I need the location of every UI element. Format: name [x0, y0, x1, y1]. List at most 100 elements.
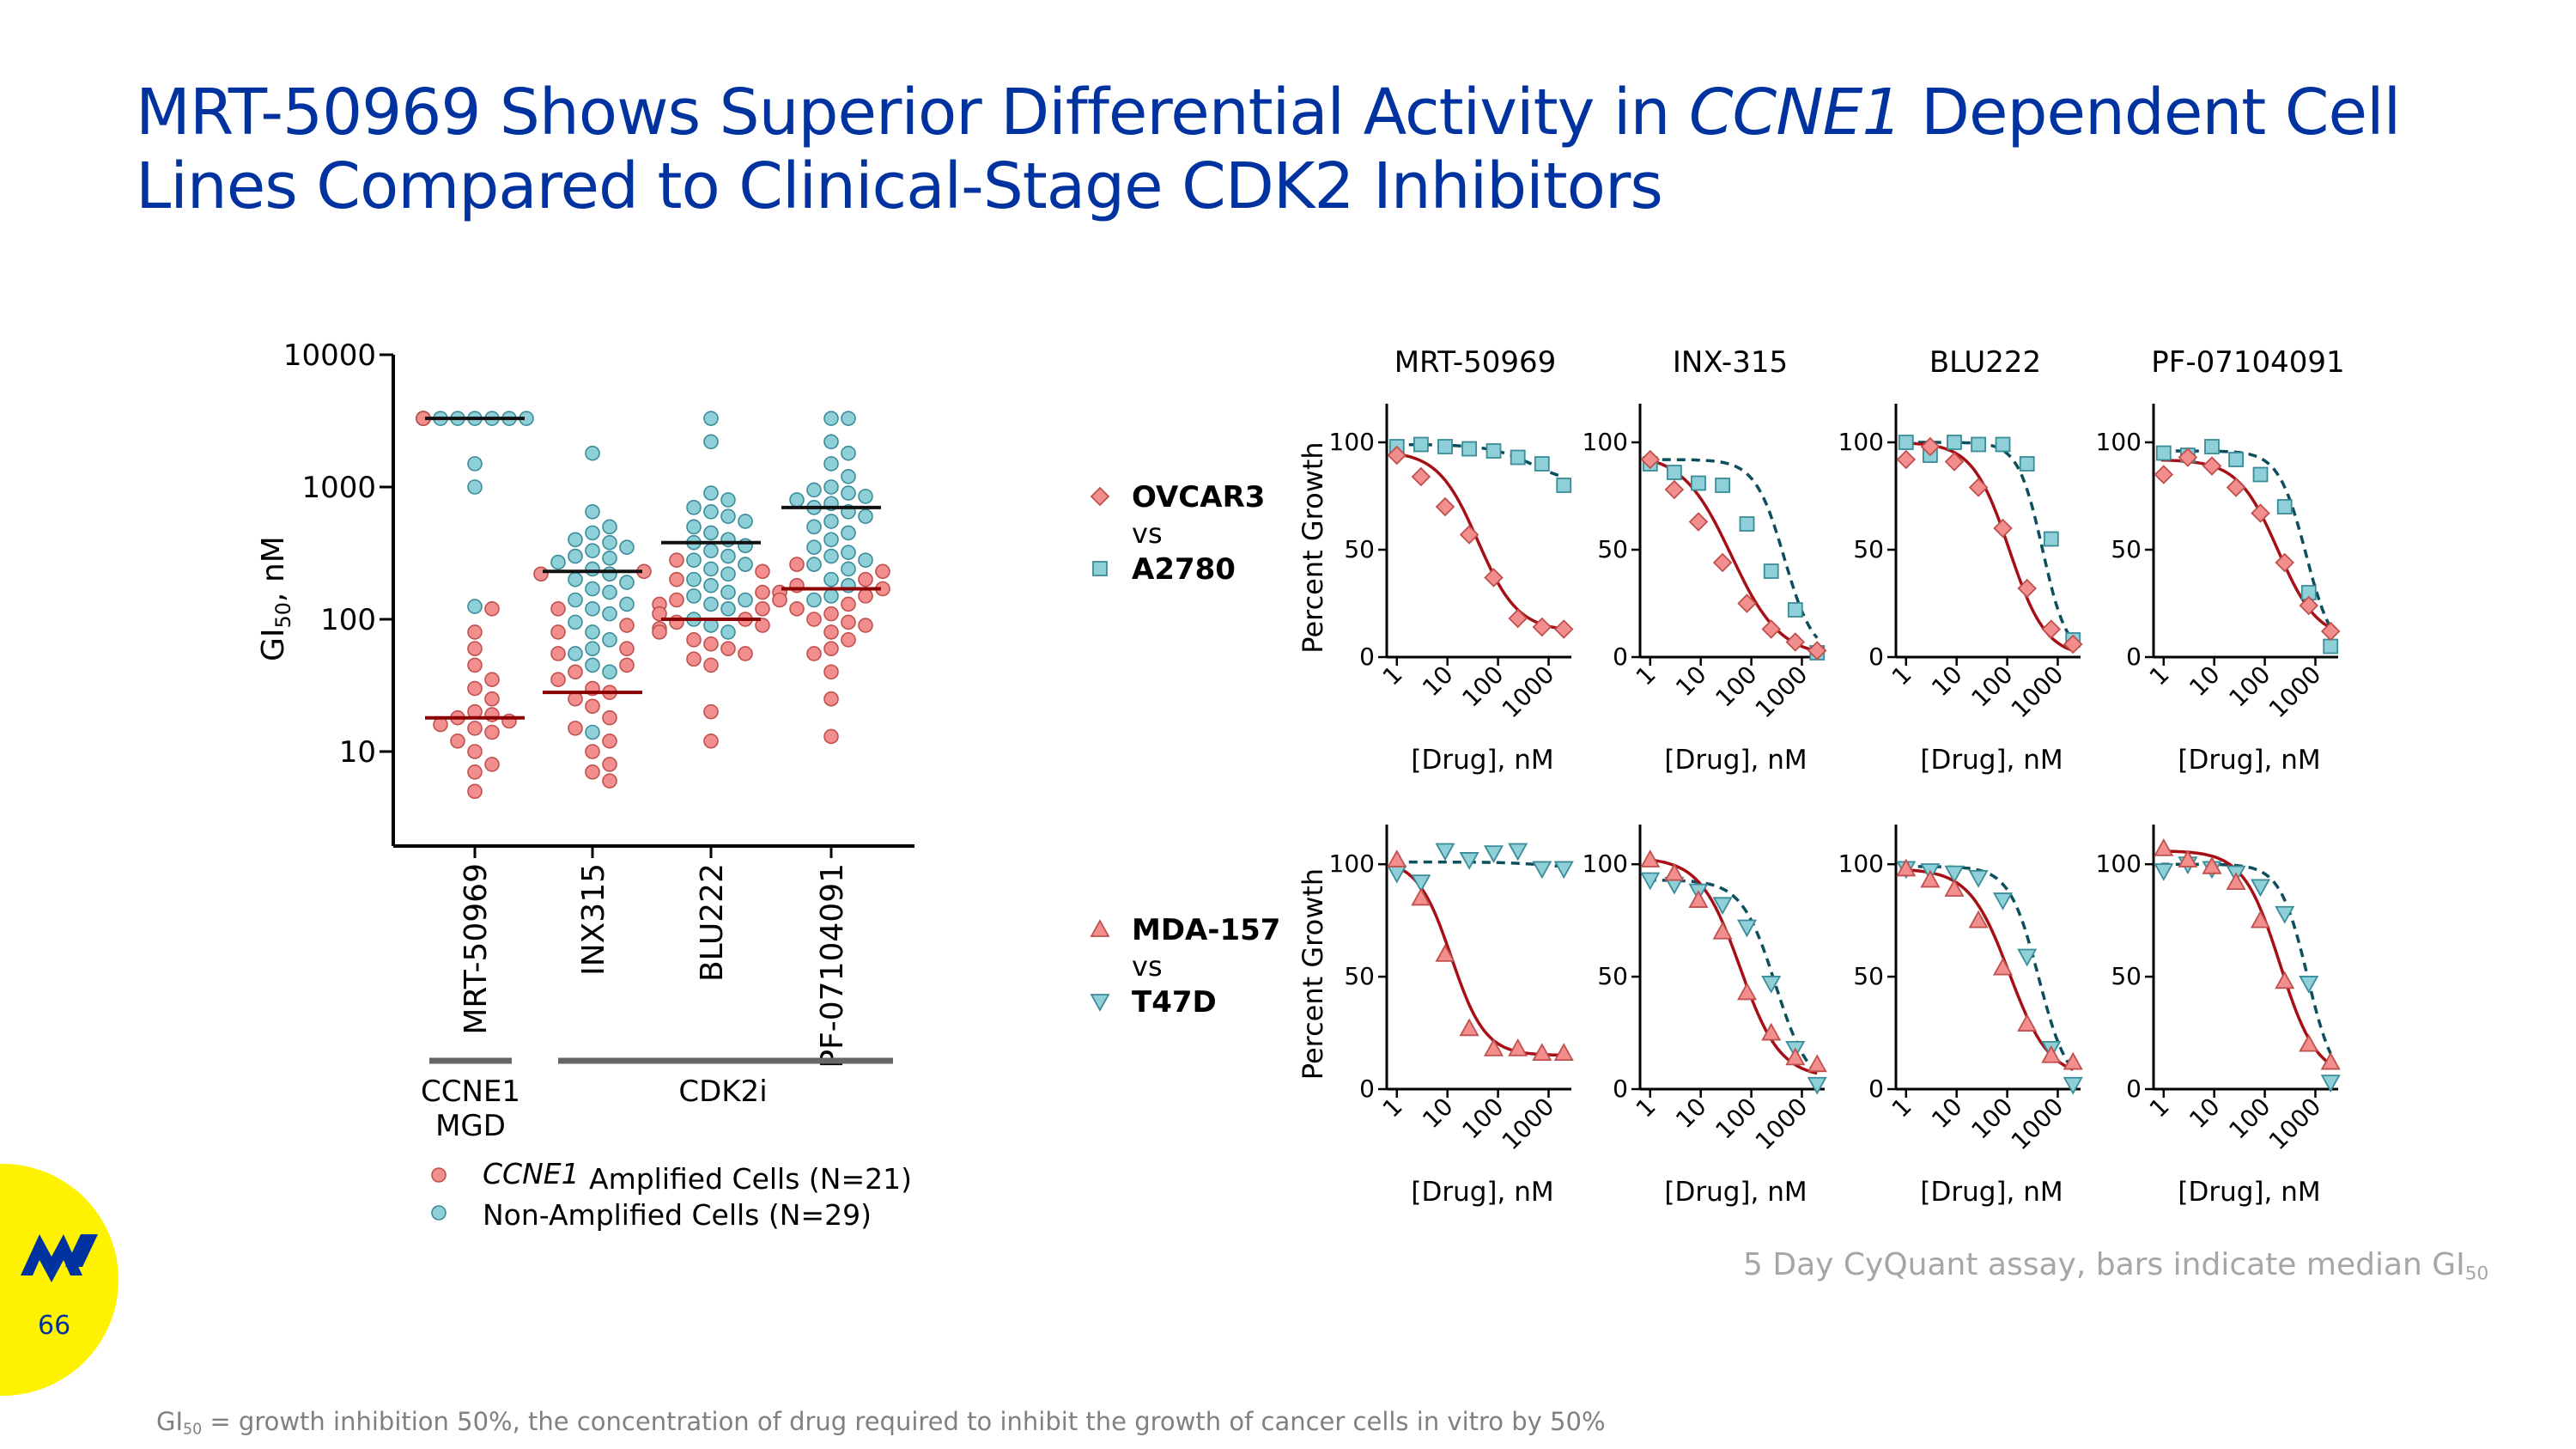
amplified-point [686, 651, 702, 667]
resistant-data-point [1992, 892, 2014, 910]
nonamplified-point [585, 724, 600, 740]
resistant-data-point [2204, 439, 2220, 454]
curve-x-tick-label: 10 [1670, 1093, 1712, 1135]
sensitive-data-point [2202, 855, 2222, 874]
sensitive-data-point [1459, 525, 1479, 545]
ylabel-unit: , nM [256, 536, 291, 602]
row-legend-resistant-marker [1092, 561, 1108, 576]
resistant-data-point [1944, 865, 1965, 884]
sensitive-data-point [1968, 910, 1989, 928]
curve-y-tick-label: 100 [2096, 428, 2142, 456]
curve-y-tick-label: 100 [1583, 849, 1628, 878]
resistant-data-point [1971, 436, 1986, 453]
amplified-point [703, 657, 719, 673]
sensitive-data-point [1920, 869, 1941, 888]
sensitive-data-point [1411, 887, 1431, 906]
nonamplified-point [568, 592, 583, 608]
nonamplified-point [823, 571, 839, 588]
resistant-data-point [1461, 441, 1477, 457]
row-legend-sensitive-marker [1090, 486, 1110, 507]
amplified-point [720, 641, 736, 656]
resistant-data-point [2320, 1075, 2341, 1093]
scatter-x-tick-label: MRT-50969 [459, 863, 494, 1035]
amplified-point [619, 618, 635, 633]
amplified-point [467, 721, 483, 736]
nonamplified-point [585, 641, 600, 656]
nonamplified-point [806, 482, 822, 498]
resistant-data-point [2043, 531, 2059, 547]
curve-y-tick-label: 100 [2096, 849, 2142, 878]
footnote-definition: = growth inhibition 50%, the concentrati… [202, 1407, 1606, 1436]
curve-x-tick-label: 10 [1417, 661, 1459, 703]
scatter-x-tick-label: INX315 [576, 863, 611, 976]
nonamplified-point [720, 584, 736, 600]
curve-y-tick-label: 50 [2111, 962, 2142, 990]
amplified-point [772, 592, 787, 608]
sensitive-data-point [1896, 449, 1917, 470]
row-legend-vs: vs [1132, 517, 1163, 550]
curve-x-axis-title: [Drug], nM [1664, 745, 1807, 776]
curve-x-tick-label: 1000 [2006, 1093, 2069, 1156]
sensitive-data-point [2226, 872, 2246, 891]
amplified-point [669, 552, 684, 568]
nonamplified-point [585, 601, 600, 617]
sensitive-fit-curve [2160, 849, 2332, 1066]
resistant-data-point [2155, 445, 2172, 461]
nonamplified-point [686, 571, 702, 588]
sensitive-data-point [1553, 1043, 1574, 1062]
curve-y-axis-title: Percent Growth [1297, 868, 1329, 1080]
assay-note-subscript: 50 [2464, 1263, 2489, 1285]
sensitive-data-point [1640, 849, 1661, 868]
nonamplified-point [789, 492, 805, 508]
amplified-point [755, 601, 770, 617]
amplified-point [789, 557, 805, 572]
resistant-data-point [1485, 443, 1502, 459]
scatter-y-axis-title: GI50, nM [256, 536, 295, 661]
legend-amplified-text: Amplified Cells (N=21) [589, 1162, 912, 1196]
row-legend-sensitive-marker [1090, 919, 1110, 937]
company-logo-icon [21, 1234, 98, 1282]
assay-note: 5 Day CyQuant assay, bars indicate media… [1743, 1247, 2488, 1284]
resistant-data-point [1534, 456, 1550, 472]
resistant-data-point [2154, 863, 2174, 881]
resistant-data-point [1712, 897, 1733, 916]
sensitive-data-point [2250, 910, 2271, 928]
sensitive-data-point [2017, 1014, 2038, 1032]
nonamplified-point [858, 489, 873, 504]
amplified-point [550, 601, 566, 617]
sensitive-data-point [1387, 849, 1407, 868]
nonamplified-point [602, 584, 617, 600]
curve-y-tick-label: 0 [1613, 1075, 1628, 1103]
scatter-y-tick-label: 10 [339, 735, 376, 770]
row-legend-resistant-label: A2780 [1132, 552, 1236, 587]
resistant-data-point [1435, 843, 1455, 861]
nonamplified-point [568, 532, 583, 548]
curve-y-axis-title: Percent Growth [1297, 441, 1329, 653]
nonamplified-point [841, 469, 856, 484]
amplified-point [841, 632, 856, 648]
resistant-data-point [1898, 435, 1914, 450]
slide-title: MRT-50969 Shows Superior Differential Ac… [136, 76, 2540, 223]
nonamplified-point [841, 445, 856, 461]
nonamplified-point [602, 519, 617, 535]
row-legend-resistant-label: T47D [1132, 985, 1217, 1020]
group-label-cdk2i: CDK2i [678, 1075, 767, 1109]
nonamplified-point [619, 596, 635, 612]
resistant-data-point [1807, 1076, 1827, 1095]
scatter-x-tick-label: BLU222 [695, 863, 730, 982]
sensitive-data-point [2275, 552, 2294, 573]
resistant-data-point [1413, 436, 1429, 453]
curve-x-tick-label: 10 [1926, 1093, 1968, 1135]
amplified-point [467, 680, 483, 697]
nonamplified-point [568, 548, 583, 564]
nonamplified-point [467, 599, 483, 614]
resistant-data-point [1508, 843, 1528, 861]
nonamplified-point [841, 545, 856, 561]
sensitive-data-point [1761, 1022, 1782, 1041]
amplified-point [858, 588, 873, 604]
sensitive-data-point [1993, 518, 2013, 539]
sensitive-data-point [1688, 890, 1709, 908]
amplified-point [823, 691, 839, 707]
amplified-point [484, 691, 500, 707]
sensitive-data-point [1920, 436, 1941, 457]
